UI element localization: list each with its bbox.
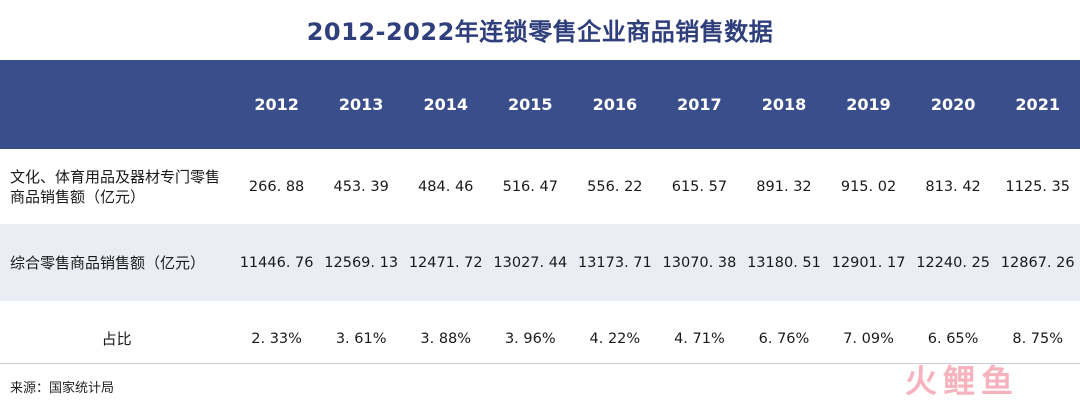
year-header: 2012 (254, 94, 299, 114)
data-table-container: 2012 2013 2014 2015 2016 2017 2018 2019 … (0, 60, 1080, 377)
table-cell: 615. 57 (671, 178, 728, 195)
table-cell: 12240. 25 (916, 254, 990, 271)
row-label: 综合零售商品销售额（亿元） (10, 253, 206, 272)
year-header: 2017 (677, 94, 722, 114)
table-cell: 3. 61% (335, 331, 387, 347)
table-cell: 813. 42 (925, 178, 981, 195)
table-cell: 8. 75% (1012, 331, 1064, 347)
row-label: 占比 (101, 330, 132, 348)
table-cell: 6. 65% (927, 331, 979, 347)
source-note: 来源：国家统计局 (10, 381, 115, 396)
table-cell: 516. 47 (502, 178, 558, 195)
table-cell: 13027. 44 (493, 254, 568, 271)
table-cell: 11446. 76 (239, 254, 314, 271)
table-cell: 6. 76% (758, 331, 810, 347)
table-cell: 3. 88% (420, 331, 472, 347)
table-cell: 556. 22 (587, 178, 643, 195)
table-cell: 891. 32 (756, 178, 812, 195)
year-header: 2021 (1015, 94, 1060, 114)
year-header: 2019 (846, 94, 891, 114)
table-cell: 484. 46 (418, 178, 474, 195)
table-cell: 453. 39 (333, 178, 389, 195)
year-header: 2020 (930, 94, 976, 114)
page-title: 2012-2022年连锁零售企业商品销售数据 (306, 18, 774, 46)
table-cell: 13070. 38 (662, 254, 737, 271)
divider (0, 363, 1080, 364)
header-empty-cell (0, 60, 234, 149)
table-cell: 13173. 71 (577, 254, 652, 271)
table-cell: 12471. 72 (408, 254, 483, 271)
year-header: 2013 (338, 94, 384, 114)
table-row: 综合零售商品销售额（亿元） 11446. 76 12569. 13 12471.… (0, 224, 1080, 301)
table-cell: 266. 88 (248, 178, 305, 195)
table-cell: 1125. 35 (1005, 178, 1070, 195)
table-cell: 4. 22% (589, 331, 641, 347)
table-cell: 915. 02 (840, 178, 897, 195)
table-cell: 7. 09% (843, 331, 894, 347)
sales-data-table: 2012 2013 2014 2015 2016 2017 2018 2019 … (0, 60, 1080, 377)
table-row: 占比 2. 33% 3. 61% 3. 88% 3. 96% 4. 22% 4.… (0, 301, 1080, 377)
year-header: 2014 (423, 94, 468, 114)
year-header: 2016 (592, 94, 638, 114)
row-label: 文化、体育用品及器材专门零售商品销售额（亿元） (10, 167, 221, 206)
table-cell: 3. 96% (504, 331, 556, 347)
table-cell: 13180. 51 (747, 254, 821, 271)
table-cell: 12901. 17 (831, 254, 906, 271)
table-header-row: 2012 2013 2014 2015 2016 2017 2018 2019 … (0, 60, 1080, 149)
table-cell: 12867. 26 (1000, 254, 1075, 271)
table-cell: 12569. 13 (324, 254, 399, 271)
watermark-logo: 火鲤鱼 (905, 362, 1020, 400)
table-cell: 4. 71% (674, 331, 725, 347)
table-row: 文化、体育用品及器材专门零售商品销售额（亿元） 266. 88 453. 39 … (0, 149, 1080, 224)
year-header: 2018 (761, 94, 807, 114)
table-cell: 2. 33% (251, 331, 302, 347)
year-header: 2015 (508, 94, 553, 114)
